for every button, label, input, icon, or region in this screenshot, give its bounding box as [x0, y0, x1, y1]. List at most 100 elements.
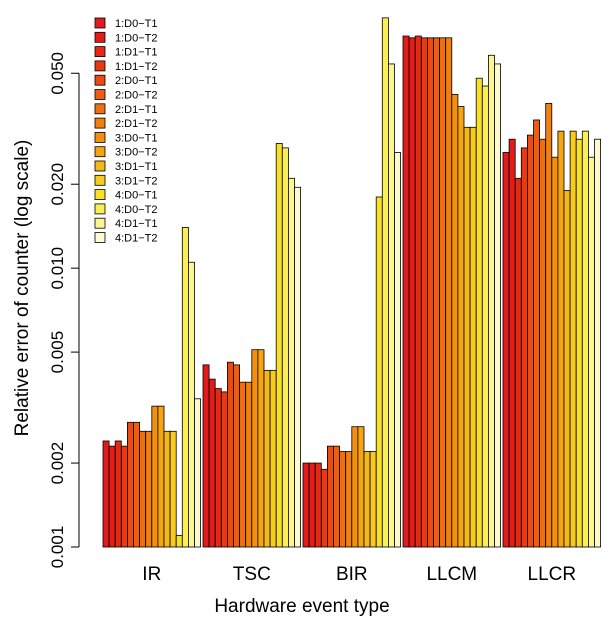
bar-tsc-11 — [263, 369, 271, 548]
bar-bir-13 — [375, 196, 383, 548]
legend-label: 1:D1−T1 — [115, 47, 158, 59]
legend-label: 4:D0−T1 — [115, 190, 158, 202]
legend-label: 1:D0−T1 — [115, 18, 158, 30]
bar-bir-10 — [357, 426, 365, 548]
legend-label: 2:D1−T2 — [115, 118, 158, 130]
bar-llcm-12 — [469, 126, 477, 548]
bar-llcm-4 — [420, 37, 428, 548]
x-axis: IR TSC BIR LLCM LLCR — [142, 564, 576, 585]
bar-ir-13 — [175, 535, 183, 548]
x-tick-label-llcr: LLCR — [528, 564, 577, 585]
bar-ir-4 — [120, 445, 128, 548]
x-tick-label-tsc: TSC — [233, 564, 271, 585]
x-axis-title: Hardware event type — [214, 596, 389, 617]
bar-ir-3 — [114, 440, 122, 548]
bar-ir-8 — [145, 430, 153, 548]
bar-bir-8 — [345, 451, 353, 548]
bar-llcm-1 — [402, 35, 410, 548]
bar-ir-7 — [139, 430, 147, 548]
bar-bir-9 — [351, 426, 359, 548]
bar-llcm-8 — [445, 37, 453, 548]
bar-tsc-7 — [239, 381, 247, 548]
bar-tsc-12 — [269, 369, 277, 548]
bar-llcm-7 — [439, 37, 447, 548]
legend-swatch — [94, 146, 106, 158]
bar-llcr-6 — [533, 119, 540, 548]
y-axis: 0.001 0.002 0.005 0.010 0.020 0.050 — [48, 52, 80, 569]
bar-bir-12 — [369, 451, 377, 548]
bar-ir-11 — [163, 430, 171, 548]
legend-swatch — [94, 46, 106, 57]
legend-label: 2:D0−T1 — [115, 75, 158, 87]
bar-bir-16 — [394, 152, 401, 548]
bar-ir-6 — [133, 421, 140, 548]
legend-label: 3:D1−T1 — [115, 161, 158, 173]
bar-bir-14 — [381, 17, 389, 548]
bar-ir-2 — [108, 445, 116, 548]
bar-ir-5 — [127, 421, 134, 548]
bar-bir-4 — [320, 468, 328, 548]
bar-llcr-13 — [575, 138, 583, 548]
legend-swatch — [94, 160, 106, 172]
legend-swatch — [94, 17, 106, 29]
bar-bir-5 — [326, 445, 334, 548]
bar-llcr-11 — [563, 190, 571, 548]
y-tick-label: 0.020 — [48, 163, 67, 206]
x-tick-label-ir: IR — [142, 564, 161, 585]
legend-label: 3:D0−T1 — [115, 132, 158, 144]
bar-llcm-3 — [414, 35, 422, 548]
legend-label: 1:D1−T2 — [115, 61, 158, 73]
y-tick-label: 0.005 — [48, 331, 67, 374]
legend-swatch — [94, 117, 106, 129]
bar-ir-14 — [181, 227, 189, 548]
bar-llcm-10 — [457, 106, 465, 548]
y-tick-label: 0.002 — [48, 442, 67, 485]
bar-llcm-11 — [463, 126, 471, 548]
y-tick-label: 0.050 — [48, 52, 67, 95]
bar-tsc-6 — [233, 364, 240, 548]
bar-llcr-10 — [557, 130, 565, 548]
bar-tsc-1 — [202, 364, 210, 548]
bar-tsc-4 — [220, 391, 228, 548]
bar-llcr-1 — [502, 152, 510, 548]
bar-tsc-16 — [294, 186, 301, 548]
legend-swatch — [94, 89, 106, 100]
y-tick-label: 0.010 — [48, 247, 67, 290]
bar-llcm-9 — [451, 93, 459, 548]
legend-label: 3:D1−T2 — [115, 175, 158, 187]
legend-label: 2:D1−T1 — [115, 104, 158, 116]
bar-tsc-2 — [208, 378, 216, 548]
bar-llcr-7 — [539, 138, 547, 548]
bar-llcr-4 — [520, 147, 528, 548]
bar-bir-3 — [314, 462, 322, 548]
bar-bir-7 — [339, 451, 347, 548]
legend-swatch — [94, 60, 106, 72]
bar-ir-15 — [187, 261, 195, 548]
legend-swatch — [94, 189, 106, 201]
bars-layer — [102, 17, 601, 548]
legend: 1:D0−T1 1:D0−T2 1:D1−T1 1:D1−T2 2:D0−T1 2:D0−… — [94, 17, 158, 245]
bar-llcr-9 — [551, 156, 559, 548]
bar-llcr-16 — [594, 138, 601, 548]
bar-bir-11 — [363, 451, 371, 548]
bar-llcm-13 — [475, 77, 483, 548]
legend-label: 4:D0−T2 — [115, 204, 158, 216]
bar-llcr-5 — [527, 134, 534, 548]
bar-llcm-15 — [487, 54, 495, 548]
bar-tsc-13 — [275, 143, 283, 548]
bar-llcm-2 — [408, 37, 416, 548]
legend-swatch — [94, 174, 106, 186]
bar-tsc-8 — [245, 381, 253, 548]
y-tick-label: 0.001 — [48, 526, 67, 569]
bar-tsc-10 — [257, 349, 265, 548]
bar-bir-15 — [387, 63, 395, 548]
bar-ir-9 — [151, 405, 159, 548]
bar-tsc-9 — [251, 349, 259, 548]
bar-tsc-14 — [281, 147, 289, 548]
legend-swatch — [94, 103, 106, 115]
bar-ir-16 — [194, 398, 201, 548]
bar-bir-6 — [333, 445, 340, 548]
x-tick-label-bir: BIR — [336, 564, 368, 585]
bar-tsc-5 — [226, 361, 234, 548]
